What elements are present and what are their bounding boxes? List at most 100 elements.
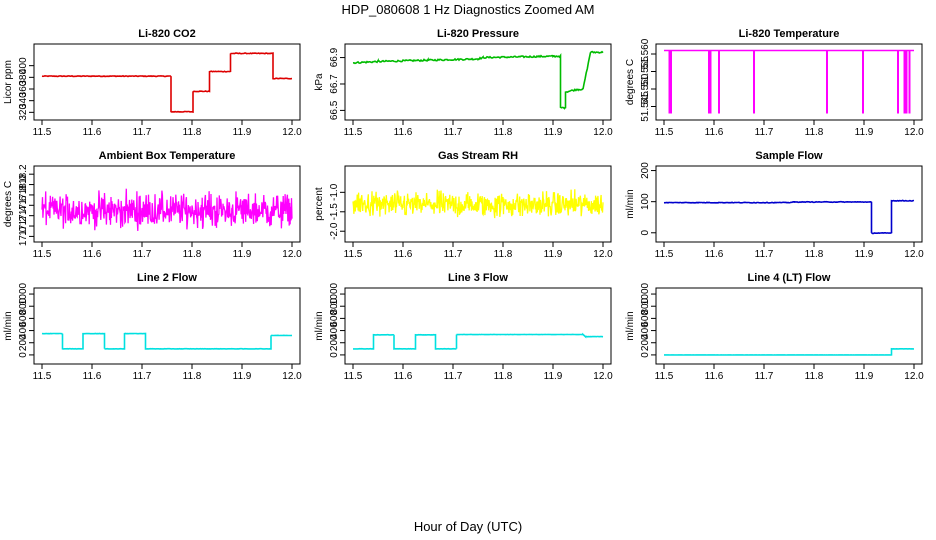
data-layer bbox=[664, 347, 914, 356]
x-tick-label: 11.9 bbox=[233, 371, 252, 382]
chart-panel: Sample Flow 11.5 11.6 11.7 11.8 11.9 12.0 0 100 2… bbox=[625, 150, 924, 260]
x-tick-label: 12.0 bbox=[904, 249, 924, 260]
data-layer bbox=[353, 332, 604, 350]
x-tick-label: 11.8 bbox=[494, 249, 513, 260]
plot-frame bbox=[33, 287, 301, 365]
x-tick-label: 11.5 bbox=[344, 249, 363, 260]
y-axis-label: degrees C bbox=[625, 59, 636, 105]
y-axis-label: Licor ppm bbox=[3, 60, 14, 104]
x-tick-label: 11.6 bbox=[394, 371, 413, 382]
y-tick-label: 18.2 bbox=[18, 164, 29, 184]
y-tick-label: 320 bbox=[18, 104, 29, 121]
x-tick-label: 11.9 bbox=[855, 127, 874, 138]
y-tick-label: 1000 bbox=[18, 282, 29, 305]
x-tick-label: 11.7 bbox=[133, 249, 152, 260]
x-tick-label: 11.5 bbox=[655, 371, 674, 382]
y-axis-label: kPa bbox=[314, 73, 325, 91]
x-tick-label: 11.8 bbox=[494, 371, 513, 382]
y-axis-label: ml/min bbox=[3, 311, 14, 340]
panel-title: Li-820 Temperature bbox=[739, 28, 840, 40]
y-tick-label: 400 bbox=[18, 57, 29, 74]
chart-panel: Li-820 Pressure 11.5 11.6 11.7 11.8 11.9 12.0 6… bbox=[314, 28, 613, 138]
y-tick-label: 66.7 bbox=[329, 74, 340, 94]
y-axis-label: percent bbox=[314, 187, 325, 221]
figure-title: HDP_080608 1 Hz Diagnostics Zoomed AM bbox=[342, 2, 595, 17]
plot-frame bbox=[655, 287, 923, 365]
y-tick-label: 400 bbox=[329, 322, 340, 339]
series-line bbox=[41, 52, 293, 113]
x-tick-label: 11.8 bbox=[494, 127, 513, 138]
y-axis-label: ml/min bbox=[314, 311, 325, 340]
x-tick-label: 11.7 bbox=[755, 127, 774, 138]
x-tick-label: 11.5 bbox=[33, 371, 52, 382]
data-layer bbox=[663, 199, 915, 235]
y-tick-label: 360 bbox=[18, 80, 29, 97]
y-tick-label: 66.5 bbox=[329, 100, 340, 120]
y-tick-label: -2.0 bbox=[329, 222, 340, 240]
x-tick-label: 12.0 bbox=[904, 127, 924, 138]
x-tick-label: 11.8 bbox=[183, 249, 202, 260]
series-line bbox=[352, 50, 604, 110]
y-tick-label: 17.4 bbox=[18, 205, 29, 225]
panel-title: Line 3 Flow bbox=[448, 272, 508, 284]
series-line bbox=[353, 332, 604, 350]
y-tick-label: 200 bbox=[640, 334, 651, 351]
plot-frame bbox=[655, 43, 923, 121]
x-tick-label: 11.5 bbox=[33, 249, 52, 260]
x-tick-label: 11.8 bbox=[183, 127, 202, 138]
chart-panel: Gas Stream RH 11.5 11.6 11.7 11.8 11.9 12.0 -2.… bbox=[314, 150, 613, 260]
series-line bbox=[664, 347, 914, 356]
x-tick-label: 11.5 bbox=[655, 249, 674, 260]
chart-panel: Line 2 Flow 11.5 11.6 11.7 11.8 11.9 12.0 02004… bbox=[3, 272, 302, 382]
x-tick-label: 11.7 bbox=[133, 127, 152, 138]
chart-panel: Ambient Box Temperature 11.5 11.6 11.7 11.8 1… bbox=[3, 150, 302, 260]
plot-frame bbox=[344, 287, 612, 365]
panel-title: Ambient Box Temperature bbox=[99, 150, 236, 162]
y-tick-label: -1.0 bbox=[329, 183, 340, 201]
y-axis-label: ml/min bbox=[625, 311, 636, 340]
y-tick-label: 400 bbox=[640, 322, 651, 339]
x-tick-label: 11.9 bbox=[544, 371, 563, 382]
series-line bbox=[352, 189, 604, 219]
y-tick-label: 800 bbox=[640, 297, 651, 314]
y-tick-label: 0 bbox=[640, 352, 651, 358]
y-tick-label: 17.6 bbox=[18, 195, 29, 215]
x-tick-label: 11.6 bbox=[394, 249, 413, 260]
x-tick-label: 12.0 bbox=[282, 249, 302, 260]
y-tick-label: 18.0 bbox=[18, 174, 29, 194]
x-tick-label: 11.5 bbox=[33, 127, 52, 138]
y-tick-label: 17.0 bbox=[18, 226, 29, 246]
x-tick-label: 11.7 bbox=[133, 371, 152, 382]
panel-title: Line 4 (LT) Flow bbox=[748, 272, 831, 284]
x-tick-label: 11.9 bbox=[233, 249, 252, 260]
data-layer bbox=[664, 49, 914, 114]
y-tick-label: 17.8 bbox=[18, 185, 29, 205]
y-tick-label: 1000 bbox=[329, 282, 340, 305]
x-tick-label: 11.5 bbox=[344, 127, 363, 138]
y-tick-label: 600 bbox=[329, 310, 340, 327]
plot-frame bbox=[33, 43, 301, 121]
x-tick-label: 12.0 bbox=[593, 371, 613, 382]
y-tick-label: 17.2 bbox=[18, 216, 29, 236]
y-tick-label: 0 bbox=[640, 230, 651, 236]
x-tick-label: 11.8 bbox=[805, 371, 824, 382]
y-axis-label: ml/min bbox=[625, 189, 636, 218]
x-tick-label: 11.5 bbox=[344, 371, 363, 382]
x-tick-label: 11.6 bbox=[705, 249, 724, 260]
x-tick-label: 11.9 bbox=[855, 371, 874, 382]
x-tick-label: 11.7 bbox=[444, 371, 463, 382]
plot-frame bbox=[33, 165, 301, 243]
figure-xlabel: Hour of Day (UTC) bbox=[414, 519, 522, 534]
chart-panel: Li-820 CO2 11.5 11.6 11.7 11.8 11.9 12.0 320340… bbox=[3, 28, 302, 138]
y-tick-label: 200 bbox=[640, 162, 651, 179]
x-tick-label: 12.0 bbox=[282, 127, 302, 138]
x-tick-label: 11.6 bbox=[705, 371, 724, 382]
y-tick-label: 51.560 bbox=[640, 38, 651, 69]
x-tick-label: 12.0 bbox=[904, 371, 924, 382]
y-tick-label: 51.550 bbox=[640, 73, 651, 104]
x-tick-label: 12.0 bbox=[593, 249, 613, 260]
y-tick-label: 600 bbox=[640, 310, 651, 327]
y-tick-label: -1.5 bbox=[329, 203, 340, 221]
y-tick-label: 100 bbox=[640, 193, 651, 210]
